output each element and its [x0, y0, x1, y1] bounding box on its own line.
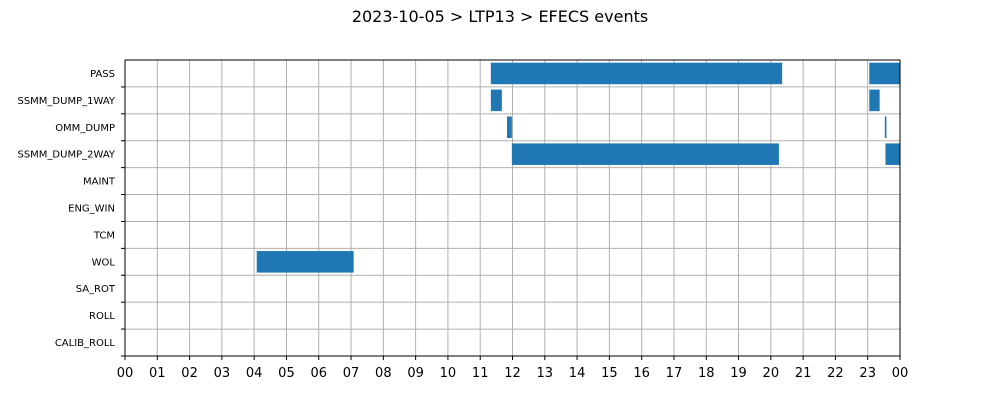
x-tick-label: 05 — [278, 366, 295, 381]
event-bar — [885, 143, 900, 165]
x-tick-label: 02 — [181, 366, 198, 381]
y-tick-label: PASS — [90, 69, 115, 80]
x-tick-label: 11 — [472, 366, 489, 381]
x-tick-label: 14 — [569, 366, 586, 381]
x-tick-label: 13 — [537, 366, 554, 381]
y-tick-label: TCM — [93, 230, 115, 241]
x-tick-label: 19 — [730, 366, 747, 381]
event-bar — [256, 251, 354, 273]
y-axis: PASS SSMM_DUMP_1WAY OMM_DUMP SSMM_DUMP_2WAY… — [17, 69, 125, 357]
y-tick-label: ROLL — [89, 311, 115, 322]
y-tick-label: SA_ROT — [76, 284, 116, 295]
x-tick-label: 01 — [149, 366, 166, 381]
x-tick-label: 23 — [859, 366, 876, 381]
grid-layer — [124, 60, 901, 356]
event-bar — [511, 143, 779, 165]
x-tick-label: 09 — [407, 366, 424, 381]
y-tick-label: ENG_WIN — [68, 204, 115, 215]
event-bar — [869, 62, 900, 85]
x-tick-label: 21 — [795, 366, 812, 381]
event-bar — [507, 116, 512, 139]
event-bar — [490, 62, 783, 85]
y-tick-label: CALIB_ROLL — [55, 338, 116, 349]
x-tick-label: 10 — [440, 366, 457, 381]
x-tick-label: 16 — [633, 366, 650, 381]
x-tick-label: 20 — [763, 366, 780, 381]
x-axis: 00 01 02 03 04 05 06 07 08 09 10 11 12 13 14 15 16 17 18 19… — [117, 356, 909, 381]
y-tick-label: WOL — [92, 257, 116, 268]
bars-layer — [256, 62, 900, 273]
x-tick-label: 06 — [310, 366, 327, 381]
x-tick-label: 04 — [246, 366, 263, 381]
x-tick-label: 15 — [601, 366, 618, 381]
y-tick-label: OMM_DUMP — [55, 123, 115, 134]
y-tick-label: SSMM_DUMP_1WAY — [17, 96, 115, 107]
x-tick-label: 00 — [892, 366, 909, 381]
x-tick-label: 22 — [827, 366, 844, 381]
x-tick-label: 00 — [117, 366, 134, 381]
x-tick-label: 18 — [698, 366, 715, 381]
event-bar — [884, 116, 887, 139]
plot-frame — [124, 59, 901, 357]
event-bar — [490, 89, 502, 112]
x-tick-label: 08 — [375, 366, 392, 381]
y-tick-label: MAINT — [83, 177, 116, 188]
x-tick-label: 03 — [214, 366, 231, 381]
x-tick-label: 12 — [504, 366, 521, 381]
y-tick-label: SSMM_DUMP_2WAY — [17, 150, 115, 161]
x-tick-label: 17 — [666, 366, 683, 381]
chart-title: 2023-10-05 > LTP13 > EFECS events — [352, 7, 648, 26]
event-bar — [869, 89, 880, 112]
x-tick-label: 07 — [343, 366, 360, 381]
